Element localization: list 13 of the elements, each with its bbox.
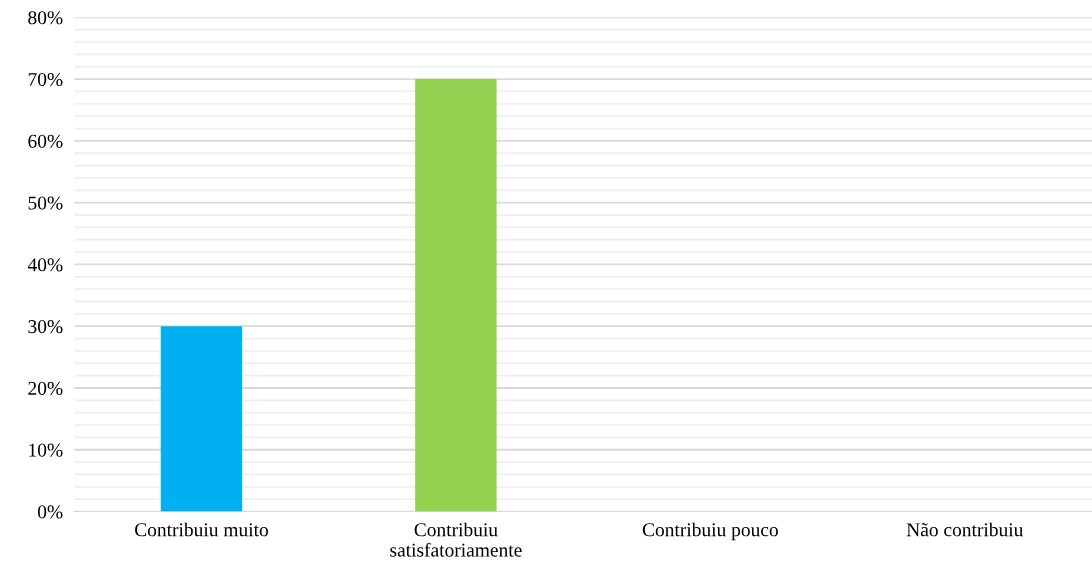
y-tick-label: 10%	[29, 443, 63, 457]
x-tick-label: Contribuiu pouco	[642, 522, 778, 541]
y-tick-label: 50%	[28, 196, 63, 210]
x-tick-label: Contribuiu satisfatoriamente	[390, 522, 522, 557]
x-tick-label: Contribuiu muito	[135, 522, 268, 537]
y-tick-label: 30%	[28, 320, 63, 334]
y-tick-label: 40%	[27, 258, 63, 272]
y-tick-label: 0%	[37, 505, 63, 519]
y-tick-label: 60%	[28, 134, 63, 148]
y-tick-label: 80%	[28, 11, 63, 25]
y-tick-label: 20%	[28, 381, 63, 395]
y-tick-label: 70%	[28, 72, 63, 87]
x-tick-label: Não contribuiu	[906, 522, 1024, 537]
